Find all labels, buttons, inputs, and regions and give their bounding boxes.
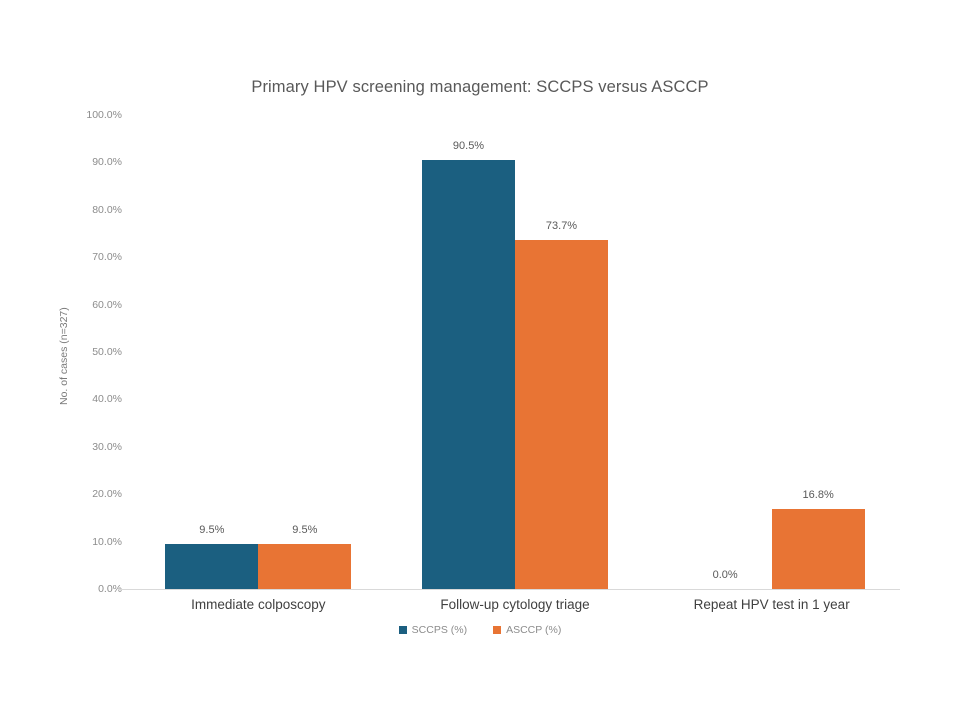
- y-axis-tick-label: 70.0%: [92, 251, 122, 264]
- y-axis-title: No. of cases (n=327): [58, 307, 70, 405]
- chart-title: Primary HPV screening management: SCCPS …: [251, 78, 709, 96]
- x-axis-line: [118, 589, 900, 590]
- y-axis-tick-label: 0.0%: [98, 583, 122, 595]
- y-axis-tick-label: 80.0%: [92, 203, 122, 216]
- plot-area: 100.0% 90.0% 80.0% 70.0% 60.0% 50.0% 40.0% 30.0…: [86, 109, 900, 612]
- bar-value-label: 90.5%: [452, 140, 485, 153]
- y-axis-tick-label: 10.0%: [92, 535, 122, 548]
- x-axis-category-label: Follow-up cytology triage: [440, 597, 590, 612]
- x-axis-category-label: Repeat HPV test in 1 year: [693, 597, 850, 612]
- y-axis-tick-label: 40.0%: [92, 393, 122, 406]
- y-axis-tick-label: 60.0%: [92, 298, 122, 311]
- chart-legend: SCCPS (%) ASCCP (%): [0, 624, 960, 636]
- legend-item-asccp[interactable]: ASCCP (%): [493, 624, 561, 636]
- bar-value-label: 9.5%: [292, 523, 318, 536]
- y-axis-tick-label: 50.0%: [92, 346, 122, 358]
- bar-sccps[interactable]: [165, 543, 259, 589]
- bar-asccp[interactable]: [258, 543, 352, 589]
- legend-swatch-icon: [398, 626, 407, 634]
- legend-swatch-icon: [493, 626, 502, 634]
- bar-asccp[interactable]: [515, 239, 608, 589]
- y-axis-tick-label: 90.0%: [92, 156, 122, 169]
- y-axis-tick-label: 20.0%: [92, 488, 122, 501]
- bar-value-label: 16.8%: [802, 489, 834, 502]
- bar-value-label: 0.0%: [712, 569, 738, 581]
- bar-value-label: 9.5%: [199, 523, 225, 536]
- y-axis-tick-label: 100.0%: [86, 109, 122, 121]
- bar-asccp[interactable]: [771, 509, 865, 589]
- legend-item-sccps[interactable]: SCCPS (%): [398, 624, 468, 636]
- bar-value-label: 73.7%: [545, 219, 578, 232]
- y-axis-tick-label: 30.0%: [92, 440, 122, 453]
- legend-label: ASCCP (%): [506, 624, 562, 636]
- legend-label: SCCPS (%): [411, 624, 468, 636]
- bar-sccps[interactable]: [422, 160, 515, 589]
- x-axis-category-label: Immediate colposcopy: [191, 597, 326, 612]
